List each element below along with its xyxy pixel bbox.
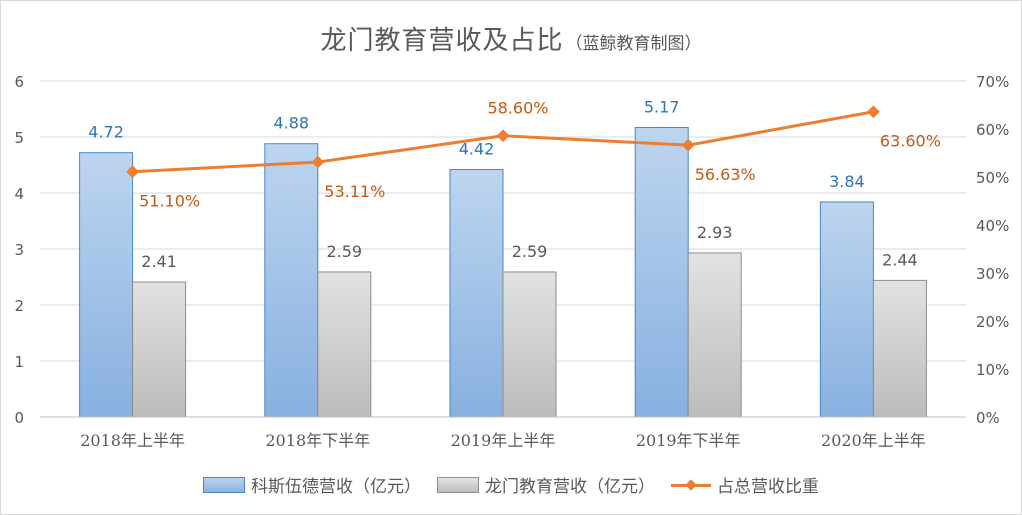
legend-swatch-gray [437, 476, 479, 493]
point-ratio [496, 129, 510, 143]
data-label-ratio: 53.11% [324, 182, 385, 201]
bar-kesiwude [634, 126, 689, 418]
data-label-kesiwude: 4.72 [88, 123, 124, 142]
point-ratio [867, 105, 880, 119]
y-left-tick-label: 0 [14, 409, 24, 427]
y-left-tick-label: 6 [14, 73, 24, 91]
bar-longmen [872, 279, 927, 418]
legend-swatch-line [671, 478, 711, 492]
y-right-tick-label: 0% [976, 409, 1000, 427]
bar-kesiwude [449, 168, 504, 418]
legend-item-longmen: 龙门教育营收（亿元） [437, 472, 655, 497]
legend: 科斯伍德营收（亿元） 龙门教育营收（亿元） 占总营收比重 [0, 472, 1022, 497]
chart-title-main: 龙门教育营收及占比 [320, 26, 564, 56]
bar-kesiwude [819, 201, 874, 418]
legend-swatch-blue [203, 476, 245, 493]
bar-longmen [132, 281, 187, 418]
y-right-tick-label: 10% [976, 361, 1009, 379]
y-left-tick-label: 3 [14, 241, 24, 259]
y-left-tick-label: 1 [14, 353, 24, 371]
y-right-tick-label: 40% [976, 217, 1009, 235]
y-right-tick-label: 30% [976, 265, 1009, 283]
data-label-kesiwude: 5.17 [644, 97, 680, 116]
x-tick-label: 2018年上半年 [80, 431, 185, 450]
bar-kesiwude [79, 152, 134, 418]
bar-longmen [687, 252, 742, 418]
bar-longmen [502, 271, 557, 418]
legend-item-kesiwude: 科斯伍德营收（亿元） [203, 472, 421, 497]
data-label-ratio: 58.60% [487, 99, 548, 118]
data-label-longmen: 2.41 [141, 252, 177, 271]
data-label-longmen: 2.44 [882, 250, 918, 269]
bar-longmen [317, 271, 372, 418]
x-tick-label: 2018年下半年 [265, 431, 370, 450]
data-label-ratio: 51.10% [139, 192, 200, 211]
data-label-kesiwude: 3.84 [829, 172, 865, 191]
x-tick-label: 2020年上半年 [821, 431, 926, 450]
y-left-tick-label: 5 [14, 129, 24, 147]
data-label-kesiwude: 4.88 [273, 114, 309, 133]
data-label-ratio: 63.60% [880, 132, 941, 151]
chart-subtitle: （蓝鲸教育制图） [565, 34, 702, 54]
y-left-tick-label: 2 [14, 297, 24, 315]
legend-item-ratio: 占总营收比重 [671, 472, 819, 497]
y-right-tick-label: 70% [976, 73, 1009, 91]
y-left-tick-label: 4 [14, 185, 24, 203]
data-label-ratio: 56.63% [695, 165, 756, 184]
y-right-tick-label: 20% [976, 313, 1009, 331]
x-tick-label: 2019年上半年 [451, 431, 556, 450]
data-label-kesiwude: 4.42 [459, 139, 495, 158]
data-label-longmen: 2.59 [326, 242, 362, 261]
data-label-longmen: 2.93 [697, 223, 733, 242]
legend-label-kesiwude: 科斯伍德营收（亿元） [251, 477, 421, 497]
data-label-longmen: 2.59 [512, 242, 548, 261]
point-ratio [311, 155, 325, 169]
legend-label-ratio: 占总营收比重 [717, 477, 819, 497]
chart-title: 龙门教育营收及占比 （蓝鲸教育制图） [0, 20, 1022, 57]
point-ratio [126, 165, 139, 179]
x-tick-label: 2019年下半年 [636, 431, 741, 450]
y-right-tick-label: 50% [976, 169, 1009, 187]
y-right-tick-label: 60% [976, 121, 1009, 139]
bar-kesiwude [264, 143, 319, 418]
legend-label-longmen: 龙门教育营收（亿元） [485, 477, 655, 497]
